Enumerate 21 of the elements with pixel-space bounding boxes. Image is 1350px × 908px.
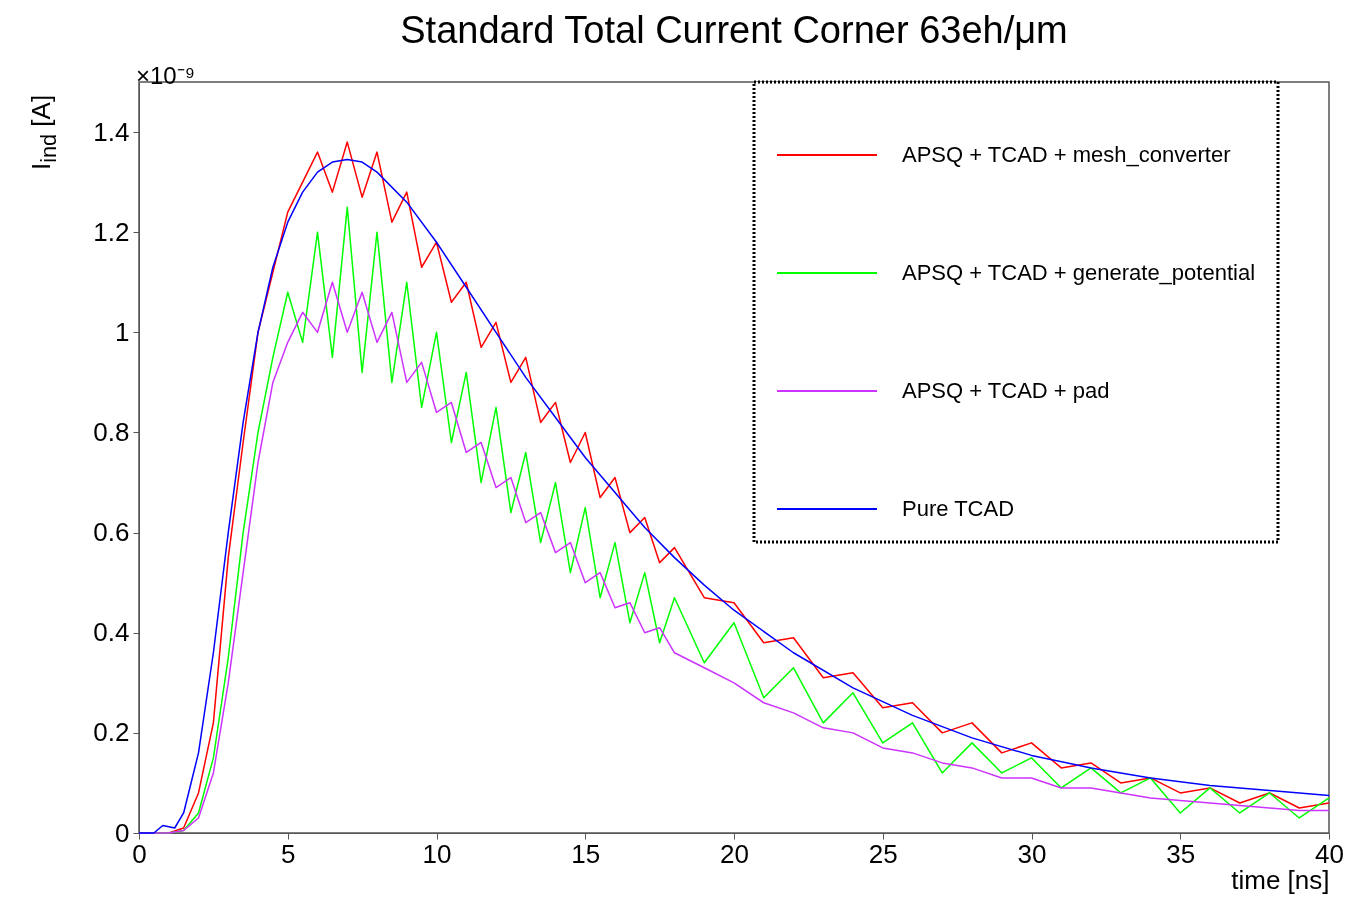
x-tick-label: 25 [868, 838, 898, 869]
y-tick-label: 0.6 [93, 517, 130, 548]
y-tick-label: 0.4 [93, 617, 130, 648]
annotation: ×10⁻⁹ [136, 61, 195, 91]
legend-label: APSQ + TCAD + generate_potential [902, 260, 1256, 285]
x-tick-label: 10 [422, 838, 452, 869]
y-tick-label: 0.8 [93, 416, 130, 447]
y-tick-label: 1.2 [93, 216, 130, 247]
legend-label: APSQ + TCAD + pad [902, 378, 1110, 403]
y-tick-label: 0.2 [93, 717, 130, 748]
legend-label: APSQ + TCAD + mesh_converter [902, 142, 1231, 167]
y-tick-label: 1 [115, 316, 130, 347]
x-tick-label: 35 [1166, 838, 1196, 869]
x-tick-label: 5 [281, 838, 296, 869]
y-tick-label: 0 [115, 817, 130, 848]
x-tick-label: 15 [571, 838, 601, 869]
chart-title: Standard Total Current Corner 63eh/μm [400, 8, 1068, 51]
x-tick-label: 20 [720, 838, 749, 869]
legend-label: Pure TCAD [902, 496, 1015, 521]
y-tick-label: 1.4 [93, 116, 130, 147]
x-tick-label: 30 [1017, 838, 1047, 869]
